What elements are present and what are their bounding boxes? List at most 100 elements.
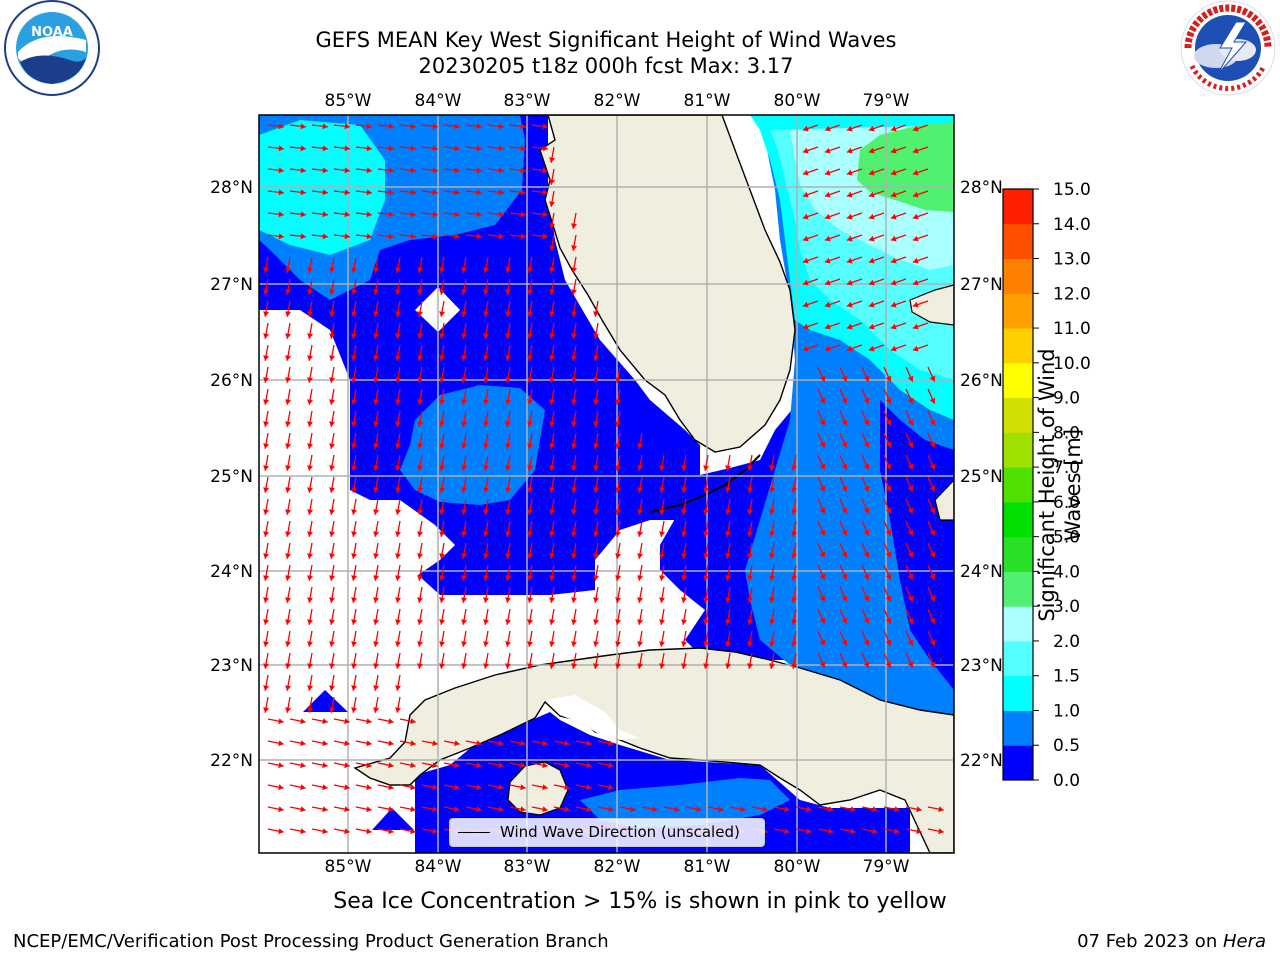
wind-wave-arrow-head [351, 465, 358, 471]
wind-wave-arrows [263, 123, 944, 835]
wind-wave-arrow-head [527, 289, 534, 295]
wind-wave-arrow-head [527, 619, 534, 625]
wind-wave-arrow-head [802, 235, 809, 242]
wind-wave-arrow-head [432, 806, 438, 813]
wind-wave-arrow-head [863, 375, 870, 382]
wind-wave-arrow-head [890, 345, 897, 352]
lon-tick-top: 82°W [594, 91, 641, 111]
wind-wave-arrow-head [410, 145, 416, 152]
wind-wave-arrow-head [916, 828, 922, 835]
wind-wave-arrow-head [373, 289, 380, 295]
wind-wave-arrow-head [549, 245, 556, 251]
colorbar-tick-label: 1.0 [1053, 701, 1080, 721]
wind-wave-arrow-head [824, 257, 831, 264]
wind-wave-arrow-head [846, 257, 853, 264]
wind-wave-arrow-head [307, 311, 314, 317]
wind-wave-arrow-head [659, 553, 666, 559]
wind-wave-arrow-head [819, 661, 826, 668]
wind-wave-arrow-head [351, 531, 358, 537]
wind-wave-arrow-head [929, 551, 936, 558]
wind-wave-arrow-head [769, 663, 776, 669]
bahamas-land [909, 284, 954, 326]
wind-wave-arrow-head [285, 619, 292, 625]
wind-wave-arrow-head [483, 597, 490, 603]
wind-wave-arrow-head [549, 157, 556, 163]
wind-wave-arrow-head [593, 377, 600, 383]
wind-wave-arrow-head [307, 685, 314, 691]
wind-wave-arrow-head [841, 463, 848, 470]
wind-wave-arrow-head [454, 189, 460, 196]
wind-wave-arrow-head [351, 509, 358, 515]
wind-wave-arrow-head [498, 189, 504, 196]
wind-wave-arrow-head [505, 311, 512, 317]
wind-wave-arrow-head [476, 123, 482, 130]
wind-wave-arrow-head [747, 553, 754, 559]
wind-wave-arrow-head [285, 509, 292, 515]
wind-wave-arrow-head [791, 619, 798, 625]
wind-wave-arrow-head [505, 663, 512, 669]
wind-wave-arrow-head [527, 399, 534, 405]
wind-wave-arrow-head [520, 740, 526, 747]
wind-wave-arrow-head [846, 235, 853, 242]
wind-wave-arrow-head [329, 289, 336, 295]
wind-wave-arrow-head [593, 663, 600, 669]
wind-wave-arrow-head [520, 167, 526, 174]
wind-wave-arrow-head [329, 399, 336, 405]
wind-wave-arrow-head [505, 641, 512, 647]
wind-wave-arrow-head [417, 355, 424, 361]
wind-wave-arrow-head [307, 663, 314, 669]
wind-wave-arrow-head [725, 465, 732, 471]
wind-wave-arrow-head [344, 828, 350, 835]
wind-wave-arrow-head [322, 740, 328, 747]
wind-wave-arrow-head [747, 509, 754, 515]
wind-wave-arrow-head [549, 333, 556, 339]
wind-wave-arrow-head [846, 191, 853, 198]
colorbar-tick-label: 14.0 [1053, 215, 1091, 235]
wind-wave-arrow-head [929, 507, 936, 514]
wind-wave-arrow-head [912, 323, 919, 330]
wind-wave-arrow-head [819, 573, 826, 580]
wind-wave-arrow-head [505, 575, 512, 581]
wind-wave-arrow-head [527, 575, 534, 581]
wind-wave-arrow-head [373, 685, 380, 691]
colorbar-tick-label: 10.0 [1053, 354, 1091, 374]
wind-wave-arrow-head [454, 167, 460, 174]
wind-wave-arrow-head [549, 663, 556, 669]
wind-wave-arrow-head [461, 465, 468, 471]
colorbar-tick-label: 6.0 [1053, 493, 1080, 513]
wind-wave-arrow-head [483, 311, 490, 317]
colorbar-ticks: 0.0 0.5 1.0 1.5 2.0 3.0 4.0 5.0 6.0 7.0 8.0 9.0 10.0… [1033, 180, 1091, 791]
wind-wave-arrow-head [278, 189, 284, 196]
wind-wave-arrow-head [659, 487, 666, 493]
wind-wave-arrow-head [520, 211, 526, 218]
wind-wave-arrow-head [329, 487, 336, 493]
colorbar-tick-label: 7.0 [1053, 458, 1080, 478]
wind-wave-arrow-head [285, 443, 292, 449]
wind-wave-arrow-head [571, 267, 578, 273]
credit-branch: NCEP/EMC/Verification Post Processing Pr… [13, 931, 609, 952]
wind-wave-arrow-head [615, 443, 622, 449]
wind-wave-arrow-head [571, 531, 578, 537]
wind-wave-arrow-head [483, 531, 490, 537]
wind-wave-arrow-head [322, 189, 328, 196]
wind-wave-arrow-head [863, 485, 870, 492]
wind-wave-arrow-head [329, 707, 336, 713]
wind-wave-arrow-head [307, 465, 314, 471]
wind-wave-arrow-head [564, 784, 570, 791]
wind-wave-arrow-head [344, 145, 350, 152]
wind-wave-arrow-head [395, 487, 402, 493]
chart-subtitle: 20230205 t18z 000h fcst Max: 3.17 [418, 54, 794, 78]
wind-wave-arrow-head [912, 257, 919, 264]
wind-wave-arrow-head [351, 377, 358, 383]
wind-wave-arrow-head [388, 123, 394, 130]
wind-wave-arrow-head [824, 345, 831, 352]
wind-wave-arrow-head [505, 553, 512, 559]
wind-wave-arrow-head [373, 619, 380, 625]
wind-wave-arrow-head [344, 123, 350, 130]
wind-wave-arrow-head [483, 619, 490, 625]
wind-wave-arrow-head [549, 179, 556, 185]
wind-wave-arrow-head [454, 806, 460, 813]
wind-wave-arrow-head [527, 311, 534, 317]
wind-wave-arrow-head [615, 663, 622, 669]
